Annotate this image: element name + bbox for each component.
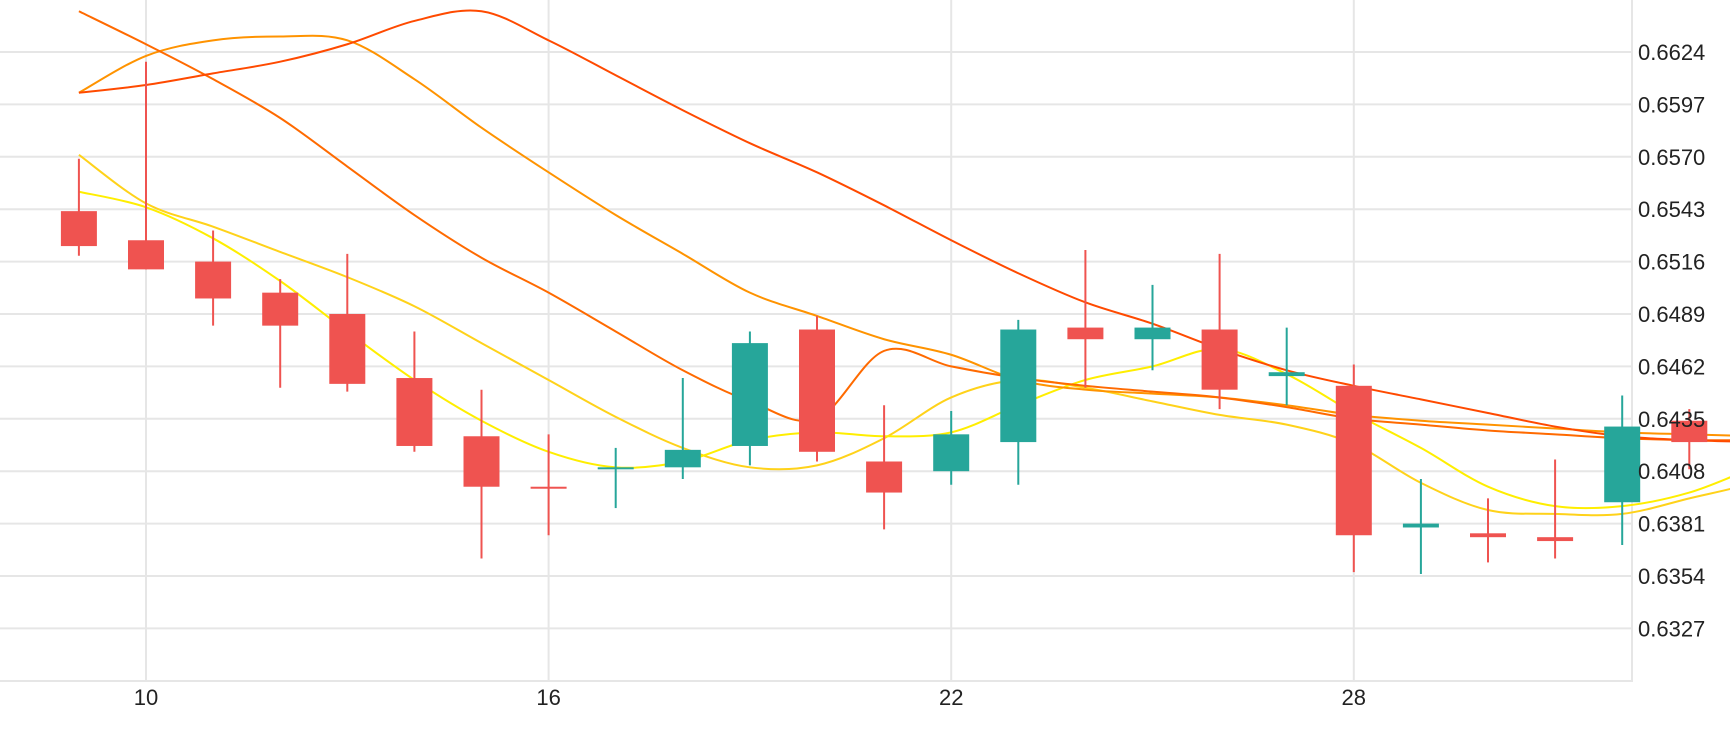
ma-line-3: [78, 34, 1730, 437]
y-tick-label: 0.6516: [1638, 250, 1705, 275]
y-tick-label: 0.6570: [1638, 145, 1705, 170]
y-tick-label: 0.6624: [1638, 40, 1705, 65]
candle-body: [530, 486, 567, 489]
candle-body: [866, 461, 903, 493]
ma-line-2: [78, 190, 1730, 510]
candle-down: [463, 389, 500, 559]
candle-body: [1537, 537, 1574, 542]
x-axis: 10162228Sep71318: [134, 685, 1366, 710]
candles: [60, 61, 1708, 575]
candle-up: [731, 331, 768, 466]
candle-up: [1604, 395, 1641, 545]
candle-down: [1067, 249, 1104, 388]
y-tick-label: 0.6381: [1638, 512, 1705, 537]
x-tick-label: 28: [1342, 685, 1366, 710]
candle-down: [1201, 253, 1238, 410]
candle-down: [60, 158, 97, 256]
candle-down: [530, 434, 567, 536]
x-tick-label: 22: [939, 685, 963, 710]
y-tick-label: 0.6327: [1638, 616, 1705, 641]
candle-body: [1470, 533, 1506, 538]
grid: [0, 0, 1633, 682]
x-tick-label: 16: [536, 685, 560, 710]
candle-body: [128, 240, 164, 270]
y-tick-label: 0.6354: [1638, 564, 1705, 589]
candle-body: [933, 434, 970, 472]
candle-down: [866, 405, 903, 530]
candle-body: [1604, 426, 1641, 503]
y-tick-label: 0.6408: [1638, 459, 1705, 484]
candle-body: [262, 292, 299, 326]
candle-down: [128, 61, 164, 270]
y-tick-label: 0.6543: [1638, 197, 1705, 222]
candle-up: [1268, 327, 1305, 406]
moving-average-lines: [78, 9, 1730, 517]
candle-body: [664, 449, 701, 468]
candle-down: [262, 279, 299, 388]
y-tick-label: 0.6597: [1638, 92, 1705, 117]
candle-down: [1671, 409, 1708, 470]
candle-body: [597, 467, 634, 470]
y-tick-label: 0.6462: [1638, 354, 1705, 379]
ma-line-4: [78, 10, 1730, 442]
candle-down: [329, 253, 366, 392]
candle-body: [1402, 523, 1439, 528]
candle-body: [1067, 327, 1104, 340]
candle-down: [195, 230, 232, 326]
candle-down: [1537, 459, 1574, 559]
ma-line-5: [78, 9, 1730, 443]
candle-down: [1470, 498, 1506, 563]
candle-body: [731, 343, 768, 446]
x-tick-label: 10: [134, 685, 158, 710]
candle-up: [597, 447, 634, 509]
candle-down: [799, 315, 835, 462]
candle-body: [1134, 327, 1171, 340]
candle-up: [1000, 319, 1037, 485]
candle-down: [1335, 364, 1372, 573]
candle-down: [396, 331, 433, 452]
candle-body: [1201, 329, 1238, 390]
candle-body: [329, 314, 366, 384]
y-tick-label: 0.6489: [1638, 302, 1705, 327]
candle-body: [396, 378, 433, 446]
candle-up: [1134, 284, 1171, 371]
candle-up: [664, 378, 701, 479]
y-axis: 0.6624 0.6597 0.6570 0.6543 0.6516 0.6489 0.64…: [1638, 40, 1705, 641]
y-tick-label: 0.6435: [1638, 407, 1705, 432]
candle-body: [1335, 385, 1372, 536]
candle-up: [933, 411, 970, 485]
candle-body: [1268, 372, 1305, 377]
candle-body: [799, 329, 835, 452]
candle-body: [463, 436, 500, 487]
candle-body: [60, 211, 97, 247]
candle-body: [195, 261, 232, 299]
candle-up: [1402, 478, 1439, 575]
candle-body: [1671, 420, 1708, 443]
candle-body: [1000, 329, 1037, 443]
